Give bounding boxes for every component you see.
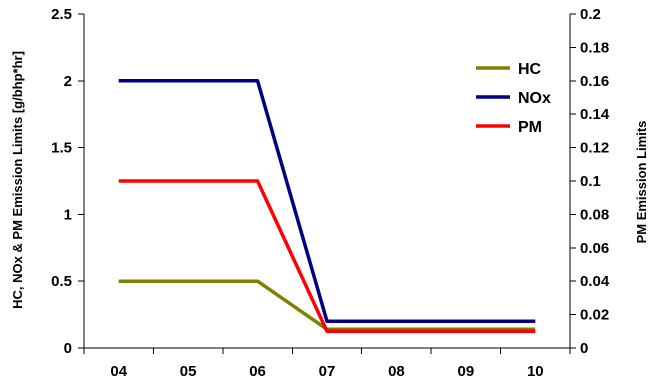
y2-tick-label: 0.1 (580, 173, 601, 190)
x-tick-label: 04 (110, 363, 127, 380)
y2-tick-label: 0 (580, 340, 588, 357)
y2-tick-label: 0.14 (580, 106, 610, 123)
y-tick-label: 0.5 (51, 273, 72, 290)
y2-axis-label: PM Emission Limits (634, 121, 649, 244)
x-tick-label: 05 (180, 363, 197, 380)
y2-tick-label: 0.04 (580, 273, 610, 290)
legend: HC NOx PM (476, 61, 551, 136)
x-tick-label: 10 (527, 363, 544, 380)
y-axis-label: HC, NOx & PM Emission Limits [g/bhp*hr] (10, 51, 25, 309)
x-tick-label: 08 (388, 363, 405, 380)
y2-tick-label: 0.02 (580, 307, 609, 324)
y2-tick-label: 0.12 (580, 140, 609, 157)
legend-label-hc: HC (518, 61, 542, 78)
axes-group: 0 0.5 1 1.5 2 2.5 0 0.02 0.04 0.06 0.08 0.1 0.12 0.14… (51, 6, 610, 380)
legend-label-nox: NOx (518, 90, 551, 107)
y-tick-label: 2 (64, 73, 72, 90)
x-tick-label: 06 (249, 363, 266, 380)
series-line-pm (118, 179, 536, 334)
y2-tick-label: 0.08 (580, 206, 609, 223)
y-tick-label: 2.5 (51, 6, 72, 23)
series-group (118, 79, 536, 334)
y-tick-label: 1.5 (51, 140, 72, 157)
y-tick-label: 1 (64, 206, 72, 223)
y-tick-label: 0 (64, 340, 72, 357)
x-tick-label: 09 (458, 363, 475, 380)
legend-label-pm: PM (518, 119, 542, 136)
y2-tick-label: 0.06 (580, 240, 609, 257)
x-tick-label: 07 (319, 363, 336, 380)
y2-tick-label: 0.18 (580, 39, 609, 56)
y2-tick-label: 0.2 (580, 6, 601, 23)
series-line-nox (118, 79, 536, 324)
y2-tick-label: 0.16 (580, 73, 609, 90)
